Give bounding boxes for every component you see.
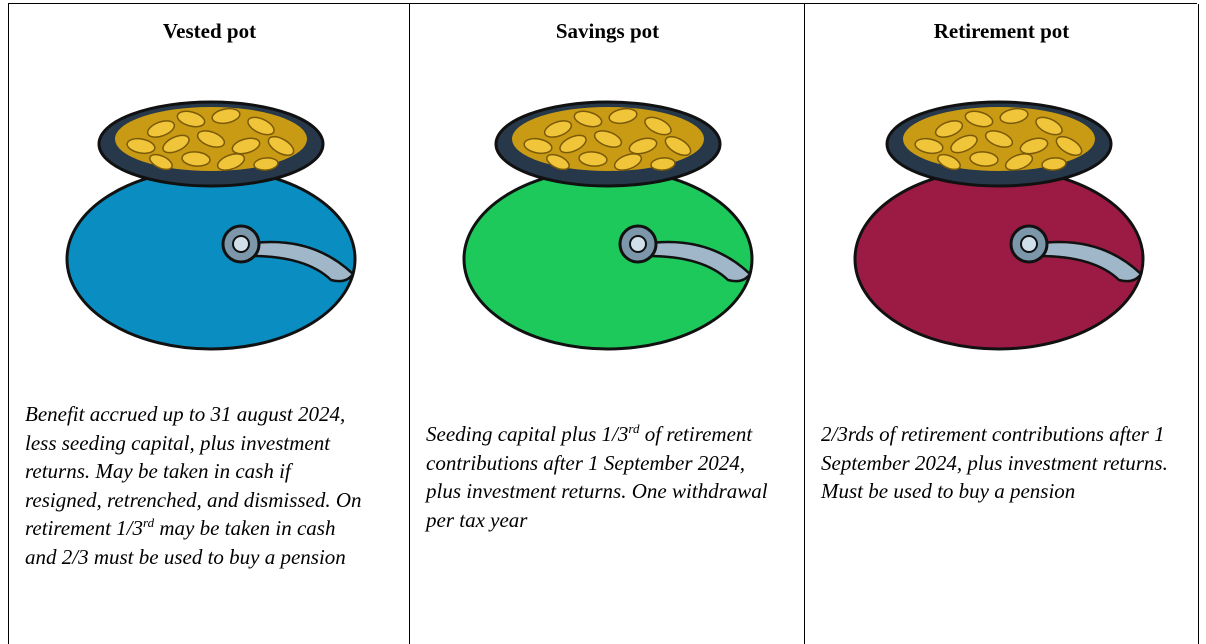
- superscript: rd: [628, 421, 639, 436]
- column-header: Vested pot: [9, 19, 410, 44]
- column: Vested pot Benefit accrued up to 31 augus…: [8, 4, 410, 644]
- page: Vested pot Benefit accrued up to 31 augus…: [0, 0, 1206, 606]
- text-run: 2/3rds of retirement contributions after…: [821, 422, 1168, 503]
- description: Benefit accrued up to 31 august 2024, le…: [25, 400, 365, 571]
- pot-icon: [849, 84, 1149, 354]
- pot-icon: [61, 84, 361, 354]
- pot-icon: [458, 84, 758, 354]
- column: Savings pot Seeding capital plus 1/3rd of…: [409, 4, 805, 644]
- column: Retirement pot 2/3rds of retirement contr…: [804, 4, 1199, 644]
- description: Seeding capital plus 1/3rd of retirement…: [426, 420, 771, 534]
- column-header: Retirement pot: [805, 19, 1198, 44]
- pots-table: Vested pot Benefit accrued up to 31 augus…: [8, 3, 1197, 644]
- text-run: Seeding capital plus 1/3: [426, 422, 628, 446]
- column-header: Savings pot: [410, 19, 805, 44]
- superscript: rd: [143, 515, 154, 530]
- description: 2/3rds of retirement contributions after…: [821, 420, 1193, 506]
